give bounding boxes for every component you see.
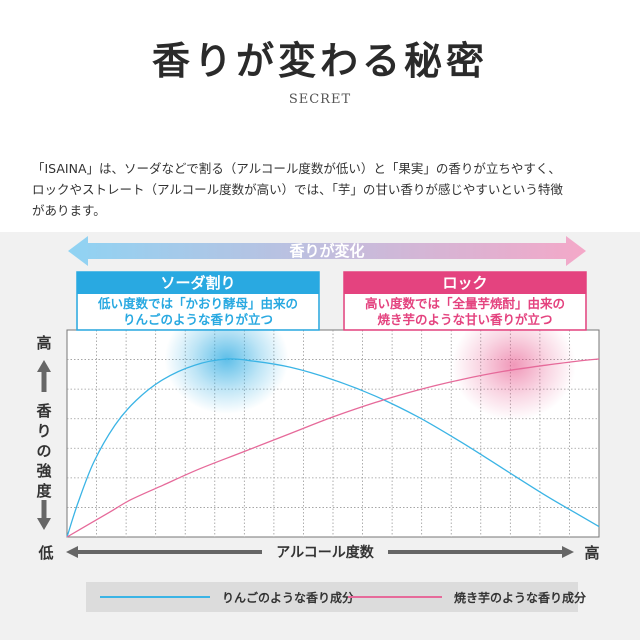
- description-paragraph: 「ISAINA」は、ソーダなどで割る（アルコール度数が低い）と「果実」の香りが立…: [32, 158, 622, 221]
- description-line: 「ISAINA」は、ソーダなどで割る（アルコール度数が低い）と「果実」の香りが立…: [32, 161, 561, 176]
- page-subtitle: SECRET: [288, 92, 352, 107]
- legend-swatch-yakiimo: [348, 596, 442, 598]
- x-axis-left-arrow: [66, 546, 262, 558]
- legend-label-yakiimo: 焼き芋のような香り成分: [454, 591, 587, 605]
- y-axis-label-char: 強: [36, 462, 51, 480]
- yakiimo-aroma-line: [66, 358, 600, 538]
- y-axis-label-char: り: [36, 422, 51, 440]
- series-lines: [66, 358, 600, 538]
- description-line: があります。: [32, 203, 106, 218]
- soda-callout-line-1: 低い度数では「かおり酵母」由来の: [97, 296, 298, 311]
- y-axis-label-char: 香: [36, 402, 51, 420]
- legend-label-apple: りんごのような香り成分: [222, 591, 355, 605]
- rock-callout-line-1: 高い度数では「全量芋焼酎」由来の: [365, 296, 565, 311]
- y-axis-up-arrow: [37, 360, 51, 392]
- description-line: ロックやストレート（アルコール度数が高い）では、「芋」の甘い香りが感じやすいとい…: [32, 182, 563, 197]
- rock-callout: ロック 高い度数では「全量芋焼酎」由来の 焼き芋のような甘い香りが立つ: [343, 271, 587, 331]
- y-axis-low-label: 低: [37, 544, 53, 562]
- y-axis-label-char: 度: [36, 482, 52, 500]
- page-title: 香りが変わる秘密: [151, 38, 488, 83]
- soda-callout: ソーダ割り 低い度数では「かおり酵母」由来の りんごのような香りが立つ: [76, 271, 320, 331]
- apple-aroma-line: [66, 358, 600, 538]
- legend-swatch-apple: [100, 596, 210, 598]
- plot-grid: [67, 330, 599, 537]
- rock-callout-line-2: 焼き芋のような甘い香りが立つ: [377, 312, 552, 327]
- y-axis-down-arrow: [37, 500, 51, 530]
- yakiimo-aroma-glow: [451, 310, 576, 421]
- y-axis-label-char: の: [36, 442, 51, 460]
- soda-callout-line-2: りんごのような香りが立つ: [123, 312, 273, 327]
- x-axis-right-arrow: [388, 546, 574, 558]
- rock-callout-title: ロック: [442, 274, 487, 292]
- legend: りんごのような香り成分 焼き芋のような香り成分: [86, 582, 586, 612]
- soda-callout-title: ソーダ割り: [160, 274, 235, 292]
- y-axis-high-label: 高: [36, 334, 51, 352]
- aroma-change-banner-label: 香りが変化: [289, 242, 364, 260]
- aroma-change-banner-arrow: [68, 236, 586, 266]
- x-axis-label: アルコール度数: [276, 544, 375, 561]
- x-axis-high-label: 高: [584, 544, 599, 562]
